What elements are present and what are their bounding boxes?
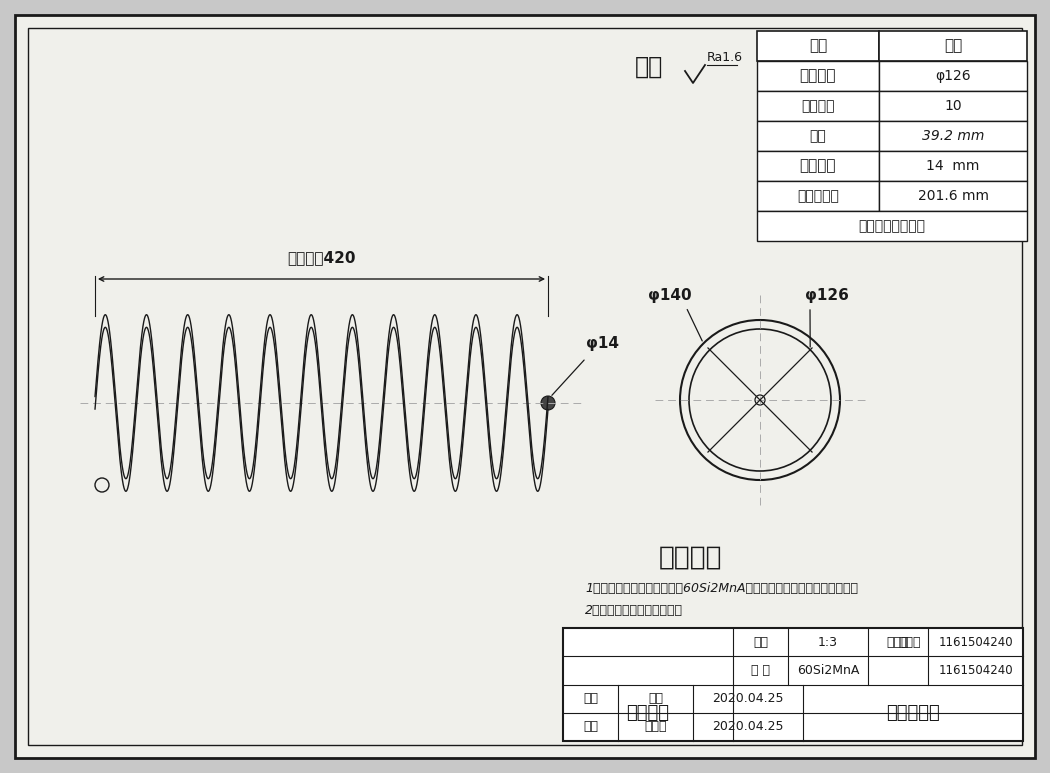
Text: 39.2 mm: 39.2 mm — [922, 129, 984, 143]
Bar — [563, 628, 1023, 741]
Text: φ14: φ14 — [586, 336, 620, 351]
Text: 弹簧圈数: 弹簧圈数 — [801, 99, 835, 113]
Text: 弹簧中径: 弹簧中径 — [800, 69, 836, 83]
Bar — [757, 121, 879, 151]
Text: 材 材: 材 材 — [751, 664, 770, 677]
Text: 制图: 制图 — [583, 692, 598, 705]
Text: 数据: 数据 — [944, 39, 962, 53]
Text: 节距: 节距 — [810, 129, 826, 143]
Bar — [757, 31, 879, 61]
Bar — [879, 181, 1027, 211]
Bar — [757, 181, 879, 211]
Bar — [879, 91, 1027, 121]
Text: 学号：: 学号： — [887, 635, 909, 649]
Text: 减振弹簧: 减振弹簧 — [627, 703, 670, 722]
Bar — [757, 61, 879, 91]
Bar — [879, 61, 1027, 91]
Text: 1、减振弹簧采用热札弹簧锄60Si2MnA，加热成形后，淡火、回火处理。: 1、减振弹簧采用热札弹簧锄60Si2MnA，加热成形后，淡火、回火处理。 — [585, 581, 858, 594]
Text: 自由长度420: 自由长度420 — [288, 250, 356, 265]
Text: 2020.04.25: 2020.04.25 — [712, 692, 783, 705]
Text: 其余: 其余 — [635, 55, 664, 79]
Text: 14  mm: 14 mm — [926, 159, 980, 173]
Bar — [879, 31, 1027, 61]
Bar — [879, 121, 1027, 151]
Text: φ126: φ126 — [805, 288, 848, 303]
Text: 201.6 mm: 201.6 mm — [918, 189, 988, 203]
Text: 学号：: 学号： — [898, 635, 921, 649]
Text: 魏建国: 魏建国 — [645, 720, 667, 734]
Circle shape — [541, 396, 555, 410]
Bar — [757, 211, 1027, 241]
Text: 比例: 比例 — [753, 635, 768, 649]
Text: φ140: φ140 — [648, 288, 692, 303]
Text: 淮阴工学院: 淮阴工学院 — [886, 703, 940, 722]
Text: 10: 10 — [944, 99, 962, 113]
Text: 最大变形量: 最大变形量 — [797, 189, 839, 203]
Text: 1161504240: 1161504240 — [939, 664, 1013, 677]
Text: Ra1.6: Ra1.6 — [707, 51, 743, 64]
Text: φ126: φ126 — [936, 69, 971, 83]
Text: 钉丝直径: 钉丝直径 — [800, 158, 836, 173]
Text: 2、弹簧采用两端压平处理。: 2、弹簧采用两端压平处理。 — [585, 604, 682, 617]
Bar — [757, 91, 879, 121]
Bar — [879, 151, 1027, 181]
Text: 2020.04.25: 2020.04.25 — [712, 720, 783, 734]
Text: 项目: 项目 — [808, 39, 827, 53]
Text: 60Si2MnA: 60Si2MnA — [797, 664, 859, 677]
Text: 审核: 审核 — [583, 720, 598, 734]
Bar — [757, 151, 879, 181]
Text: 1161504240: 1161504240 — [939, 635, 1013, 649]
Text: 王智: 王智 — [648, 692, 663, 705]
Text: 1:3: 1:3 — [818, 635, 838, 649]
Text: 技术要求: 技术要求 — [658, 545, 721, 571]
Text: 左旋　两端部并紧: 左旋 两端部并紧 — [859, 219, 925, 233]
